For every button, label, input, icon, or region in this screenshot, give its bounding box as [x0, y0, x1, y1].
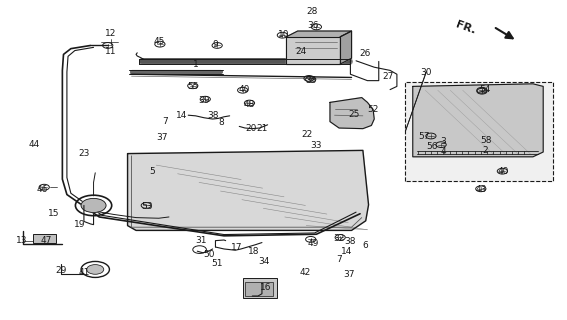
Text: 20: 20 — [245, 124, 256, 133]
Text: 15: 15 — [48, 209, 60, 218]
Text: 38: 38 — [345, 237, 356, 246]
Text: 56: 56 — [426, 142, 438, 151]
Text: 57: 57 — [418, 132, 430, 140]
Text: 48: 48 — [244, 100, 255, 108]
Text: 1: 1 — [193, 60, 198, 69]
Polygon shape — [286, 37, 340, 64]
Text: 5: 5 — [149, 167, 155, 176]
Text: 35: 35 — [305, 76, 316, 85]
FancyBboxPatch shape — [33, 234, 56, 243]
Text: 33: 33 — [311, 141, 322, 150]
Text: 32: 32 — [333, 234, 345, 243]
FancyBboxPatch shape — [245, 282, 273, 296]
Polygon shape — [330, 98, 374, 129]
Text: 16: 16 — [260, 284, 271, 292]
Polygon shape — [128, 150, 369, 230]
Polygon shape — [413, 84, 543, 157]
Text: 49: 49 — [307, 239, 319, 248]
Text: 46: 46 — [37, 185, 48, 194]
Text: 38: 38 — [207, 111, 218, 120]
Text: 53: 53 — [142, 202, 153, 211]
Text: 39: 39 — [198, 96, 210, 105]
Text: 14: 14 — [176, 111, 187, 120]
Text: 50: 50 — [203, 250, 214, 259]
Polygon shape — [405, 82, 553, 181]
Text: 58: 58 — [481, 136, 492, 145]
Text: 4: 4 — [441, 147, 446, 156]
Text: 40: 40 — [238, 85, 249, 94]
Text: 9: 9 — [213, 40, 218, 49]
Text: 45: 45 — [153, 37, 164, 46]
Polygon shape — [340, 31, 352, 64]
Text: 10: 10 — [278, 30, 289, 39]
Text: 40: 40 — [497, 167, 509, 176]
Text: 43: 43 — [475, 185, 486, 194]
Text: FR.: FR. — [455, 20, 477, 36]
Text: 21: 21 — [256, 124, 268, 133]
Text: 19: 19 — [74, 220, 85, 229]
Text: 28: 28 — [306, 7, 318, 16]
FancyBboxPatch shape — [243, 278, 277, 298]
Text: 29: 29 — [56, 266, 67, 275]
Text: 42: 42 — [299, 268, 311, 277]
Text: 41: 41 — [78, 268, 90, 277]
Text: 31: 31 — [196, 236, 207, 245]
Text: 18: 18 — [248, 247, 260, 256]
Text: 51: 51 — [211, 259, 222, 268]
Text: 11: 11 — [105, 47, 116, 56]
Text: 2: 2 — [482, 146, 488, 155]
Text: 26: 26 — [359, 49, 370, 58]
Text: 17: 17 — [231, 244, 243, 252]
Text: 30: 30 — [421, 68, 432, 76]
Text: 6: 6 — [363, 241, 369, 250]
Text: 7: 7 — [336, 255, 342, 264]
Text: 13: 13 — [16, 236, 27, 245]
Text: 54: 54 — [479, 85, 490, 94]
Text: 3: 3 — [441, 137, 446, 146]
Text: 24: 24 — [295, 47, 306, 56]
Text: 14: 14 — [341, 247, 353, 256]
Text: 36: 36 — [307, 21, 319, 30]
Text: 52: 52 — [367, 105, 379, 114]
Text: 25: 25 — [349, 110, 360, 119]
Text: 37: 37 — [343, 270, 354, 279]
Text: 44: 44 — [28, 140, 40, 149]
Text: 34: 34 — [258, 257, 269, 266]
Text: 37: 37 — [156, 133, 167, 142]
Text: 7: 7 — [163, 117, 168, 126]
Circle shape — [87, 265, 104, 274]
Text: 8: 8 — [218, 118, 224, 127]
Circle shape — [81, 198, 106, 212]
Text: 55: 55 — [187, 82, 198, 91]
Polygon shape — [286, 31, 352, 37]
Text: 47: 47 — [41, 236, 52, 245]
Text: 23: 23 — [78, 149, 90, 158]
Text: 22: 22 — [302, 130, 313, 139]
Text: 12: 12 — [105, 29, 116, 38]
Text: 27: 27 — [383, 72, 394, 81]
